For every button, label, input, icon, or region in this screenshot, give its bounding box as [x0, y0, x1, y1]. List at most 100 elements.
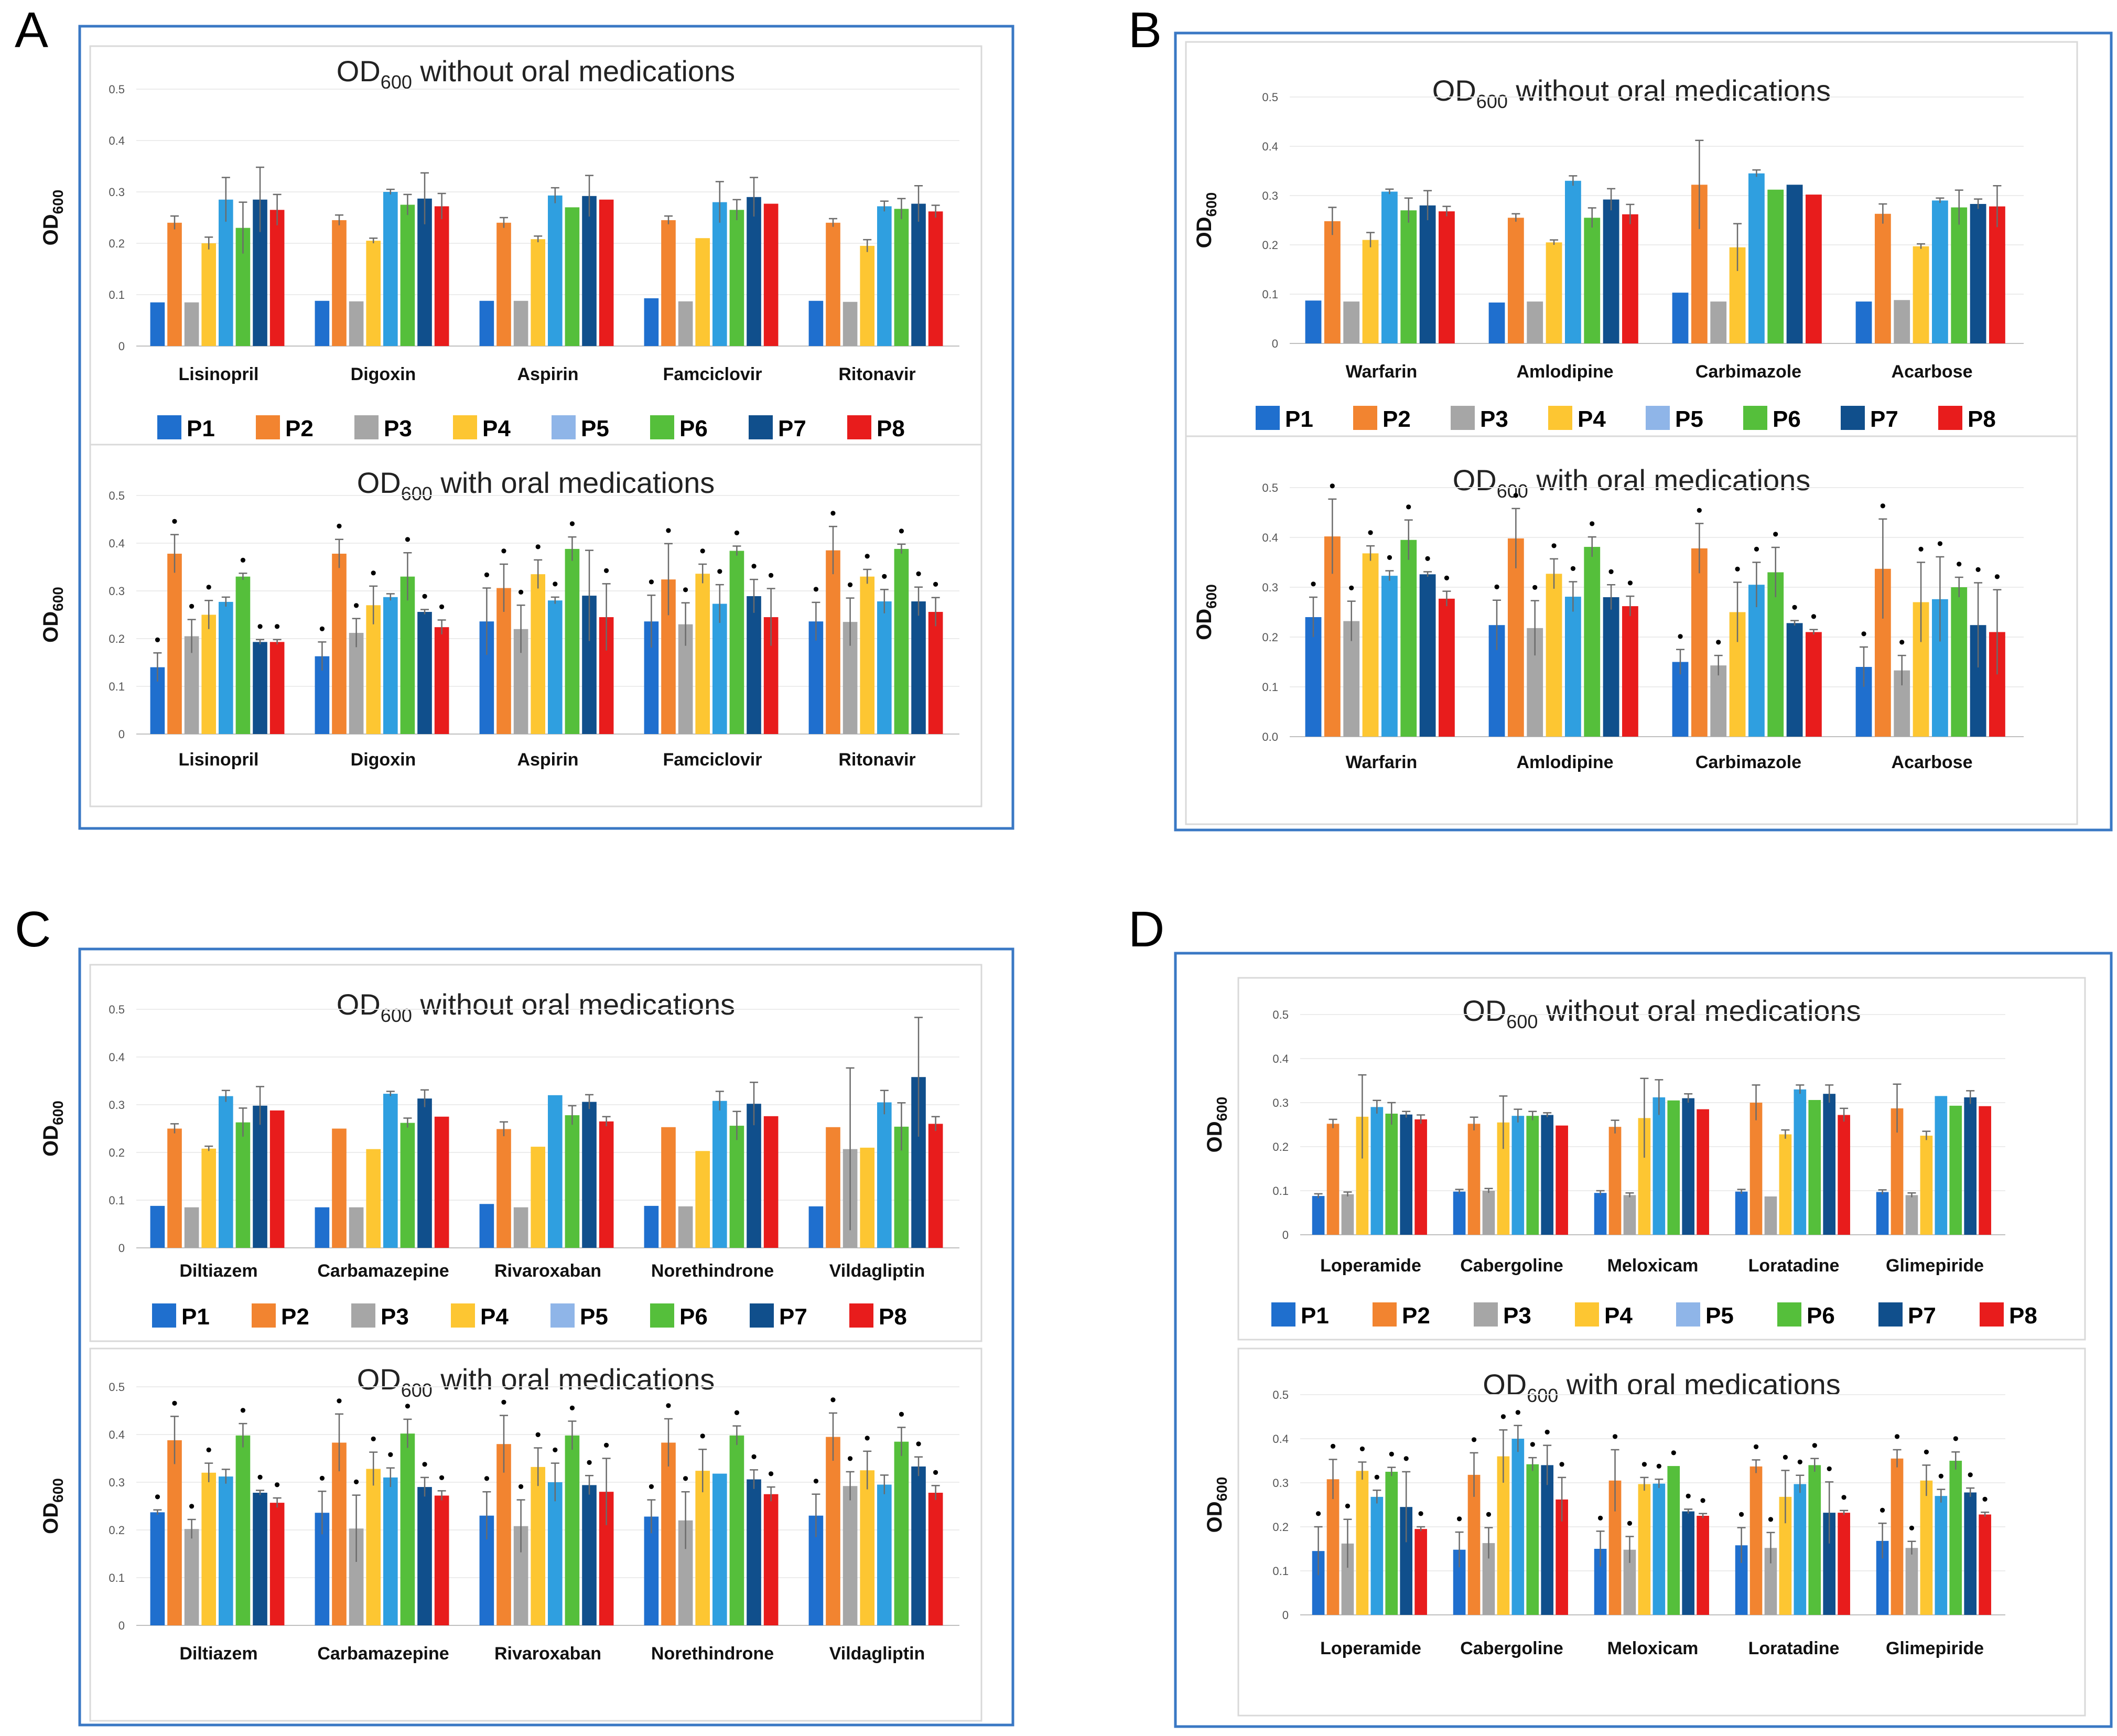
- legend-swatch: [351, 1303, 375, 1328]
- bar-p5: [1794, 1089, 1807, 1235]
- significance-marker: •: [1894, 1427, 1900, 1447]
- y-axis-label: OD600: [39, 1478, 66, 1534]
- bar-p7: [253, 1493, 267, 1625]
- legend-label: P1: [1285, 406, 1313, 432]
- significance-marker: •: [864, 1428, 870, 1448]
- legend-label: P7: [1870, 406, 1898, 432]
- y-tick-label: 0.5: [109, 489, 125, 502]
- legend-label: P4: [480, 1304, 509, 1330]
- bar-p3: [1894, 300, 1910, 343]
- bar-p8: [434, 627, 449, 734]
- bar-p1: [479, 300, 494, 346]
- bar-p7: [747, 197, 761, 346]
- bar-p4: [695, 574, 710, 734]
- category-label: Glimepiride: [1886, 1256, 1984, 1276]
- bar-p2: [661, 1127, 676, 1248]
- bar-p5: [1511, 1439, 1525, 1615]
- bar-p5: [1381, 191, 1398, 343]
- category-label: Acarbose: [1892, 362, 1973, 382]
- bar-p7: [582, 196, 597, 346]
- bar-p4: [201, 1472, 217, 1625]
- significance-marker: •: [1811, 1436, 1818, 1455]
- bar-p8: [1989, 206, 2005, 343]
- chart-title: OD600 with oral medications: [357, 1363, 715, 1401]
- significance-marker: •: [569, 1398, 575, 1418]
- significance-marker: •: [933, 575, 939, 595]
- y-tick-label: 0: [1282, 1609, 1289, 1622]
- significance-marker: •: [665, 1396, 672, 1416]
- bar-p4: [1356, 1116, 1369, 1235]
- significance-marker: •: [154, 630, 160, 650]
- bar-p1: [1594, 1549, 1607, 1615]
- bar-p3: [349, 1207, 364, 1248]
- bar-p5: [383, 1094, 398, 1248]
- category-label: Digoxin: [351, 750, 416, 770]
- bar-p7: [1970, 203, 1986, 343]
- bar-p3: [1482, 1191, 1495, 1235]
- bar-p1: [1594, 1193, 1607, 1235]
- significance-marker: •: [483, 1469, 490, 1489]
- bar-p2: [167, 1128, 182, 1248]
- legend-swatch: [650, 415, 674, 439]
- bar-p3: [678, 1206, 693, 1248]
- legend-swatch: [552, 415, 576, 439]
- y-tick-label: 0.2: [1272, 1521, 1289, 1534]
- bar-p3: [513, 300, 528, 346]
- bar-p2: [332, 1442, 347, 1625]
- significance-marker: •: [1797, 1452, 1803, 1472]
- bar-p7: [1419, 205, 1436, 343]
- significance-marker: •: [336, 516, 342, 536]
- bar-p6: [1667, 1100, 1680, 1235]
- bar-p7: [582, 1485, 597, 1625]
- legend-label: P3: [1503, 1303, 1531, 1329]
- bar-p4: [1638, 1118, 1651, 1235]
- significance-marker: •: [1734, 559, 1741, 579]
- y-tick-label: 0.3: [1272, 1476, 1289, 1490]
- bar-p2: [167, 1440, 182, 1625]
- bar-p4: [366, 1149, 381, 1248]
- bar-p5: [1370, 1107, 1384, 1235]
- bar-p8: [1414, 1119, 1427, 1235]
- legend-label: P5: [1705, 1303, 1734, 1329]
- significance-marker: •: [257, 617, 263, 637]
- bar-p8: [269, 642, 285, 734]
- bar-p4: [860, 245, 875, 346]
- significance-marker: •: [206, 577, 212, 597]
- bar-p7: [1823, 1513, 1836, 1615]
- bar-p8: [1806, 195, 1822, 343]
- significance-marker: •: [518, 582, 524, 602]
- bar-p1: [479, 1204, 494, 1248]
- y-axis-label: OD600: [39, 587, 66, 643]
- bar-p5: [1652, 1483, 1666, 1615]
- legend: P1 P2 P3 P4 P5 P6 P7 P8: [1256, 406, 1996, 432]
- legend-label: P7: [779, 1304, 807, 1330]
- legend-label: P1: [1301, 1303, 1329, 1329]
- significance-marker: •: [154, 1487, 160, 1507]
- significance-marker: •: [1500, 1407, 1506, 1427]
- bar-p3: [1623, 1195, 1636, 1235]
- chart-title: OD600 without oral medications: [1432, 74, 1831, 112]
- bar-p5: [219, 199, 233, 346]
- bar-p1: [644, 298, 659, 346]
- bar-p6: [235, 1122, 251, 1248]
- y-tick-label: 0.4: [109, 537, 125, 550]
- significance-marker: •: [552, 574, 558, 594]
- y-tick-label: 0.0: [1262, 730, 1278, 743]
- bar-p3: [513, 1207, 528, 1248]
- bar-p8: [1414, 1529, 1427, 1615]
- category-label: Rivaroxaban: [494, 1644, 601, 1664]
- bar-p8: [763, 203, 779, 346]
- bar-p6: [1400, 540, 1417, 737]
- bar-p3: [1905, 1548, 1918, 1615]
- legend-swatch: [152, 1303, 176, 1328]
- category-label: Carbimazole: [1695, 752, 1801, 772]
- y-axis-label: OD600: [39, 1101, 66, 1157]
- bar-p8: [1838, 1115, 1850, 1235]
- significance-marker: •: [586, 1452, 592, 1472]
- significance-marker: •: [370, 563, 376, 583]
- bar-p6: [1584, 547, 1601, 737]
- legend-swatch: [1777, 1302, 1801, 1327]
- bar-p5: [548, 195, 563, 346]
- bar-p4: [860, 576, 875, 734]
- significance-marker: •: [1753, 540, 1759, 559]
